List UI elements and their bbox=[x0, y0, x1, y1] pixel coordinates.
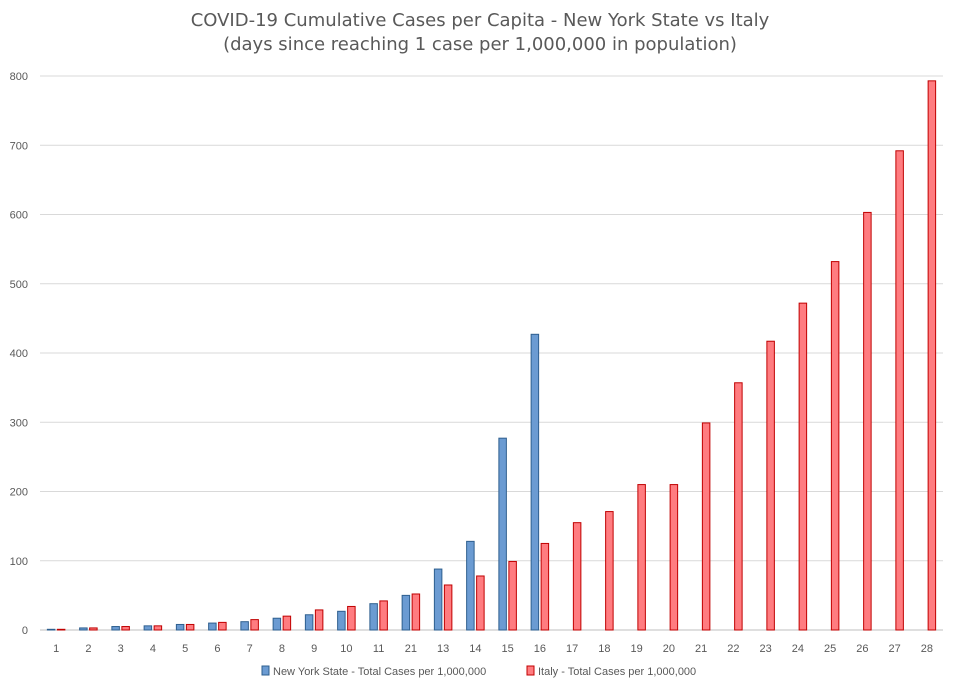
bar-italy bbox=[863, 211, 872, 631]
bar-ny bbox=[401, 594, 411, 631]
y-tick-label: 600 bbox=[10, 210, 28, 222]
x-tick-label: 21 bbox=[405, 643, 417, 655]
bar-italy bbox=[89, 627, 98, 631]
x-tick-label: 18 bbox=[598, 643, 610, 655]
legend-swatch bbox=[261, 665, 270, 676]
bar-ny bbox=[466, 540, 475, 631]
x-tick-label: 27 bbox=[889, 643, 901, 655]
x-tick-label: 16 bbox=[534, 643, 546, 655]
bar-ny bbox=[304, 614, 314, 631]
bar-ny bbox=[79, 627, 88, 631]
bar-ny bbox=[369, 603, 378, 631]
x-tick-label: 11 bbox=[373, 643, 384, 655]
bar-italy bbox=[56, 628, 66, 631]
bar-italy bbox=[411, 593, 421, 631]
bar-italy bbox=[153, 625, 163, 631]
bar-ny bbox=[498, 437, 507, 631]
y-tick-label: 400 bbox=[10, 348, 28, 360]
x-tick-label: 10 bbox=[340, 643, 352, 655]
y-tick-label: 100 bbox=[10, 556, 28, 568]
bar-italy bbox=[185, 623, 195, 631]
bar-italy bbox=[637, 484, 646, 631]
x-tick-label: 5 bbox=[182, 643, 188, 655]
bar-italy bbox=[895, 150, 904, 631]
x-tick-label: 15 bbox=[502, 643, 514, 655]
y-tick-label: 800 bbox=[10, 71, 28, 83]
chart-subtitle: (days since reaching 1 case per 1,000,00… bbox=[223, 34, 737, 55]
x-tick-label: 9 bbox=[311, 643, 317, 655]
bar-ny bbox=[433, 568, 443, 631]
x-tick-label: 13 bbox=[437, 643, 449, 655]
bar-italy bbox=[282, 615, 292, 631]
bar-italy bbox=[379, 600, 388, 631]
x-tick-label: 20 bbox=[663, 643, 675, 655]
bar-italy bbox=[798, 302, 808, 631]
x-tick-label: 28 bbox=[921, 643, 933, 655]
x-tick-label: 14 bbox=[469, 643, 481, 655]
x-tick-label: 3 bbox=[118, 643, 124, 655]
bar-italy bbox=[508, 560, 517, 631]
x-tick-label: 1 bbox=[53, 643, 59, 655]
x-tick-label: 6 bbox=[214, 643, 220, 655]
y-tick-label: 0 bbox=[22, 625, 28, 637]
bar-ny bbox=[337, 610, 346, 631]
bar-ny bbox=[46, 628, 56, 631]
legend-label: Italy - Total Cases per 1,000,000 bbox=[538, 666, 696, 678]
x-tick-label: 22 bbox=[727, 643, 739, 655]
y-tick-label: 700 bbox=[10, 140, 28, 152]
bar-ny bbox=[272, 617, 282, 631]
y-tick-label: 200 bbox=[10, 487, 28, 499]
x-tick-label: 25 bbox=[824, 643, 836, 655]
bar-italy bbox=[121, 626, 130, 631]
bar-ny bbox=[175, 623, 185, 631]
bar-italy bbox=[701, 422, 711, 631]
bar-italy bbox=[250, 619, 259, 631]
bar-italy bbox=[572, 522, 582, 631]
y-tick-label: 500 bbox=[10, 279, 28, 291]
bar-italy bbox=[476, 575, 485, 631]
bar-ny bbox=[240, 621, 249, 631]
x-tick-label: 2 bbox=[85, 643, 91, 655]
x-tick-label: 21 bbox=[695, 643, 707, 655]
bar-italy bbox=[734, 382, 743, 631]
legend-label: New York State - Total Cases per 1,000,0… bbox=[273, 666, 486, 678]
bar-ny bbox=[111, 626, 120, 631]
bar-italy bbox=[314, 609, 324, 631]
x-tick-label: 23 bbox=[760, 643, 772, 655]
bar-italy bbox=[218, 621, 227, 631]
x-tick-label: 8 bbox=[279, 643, 285, 655]
x-tick-label: 24 bbox=[792, 643, 804, 655]
legend-swatch bbox=[526, 665, 535, 676]
bar-ny bbox=[208, 622, 217, 631]
bar-ny bbox=[530, 333, 540, 631]
bar-italy bbox=[669, 484, 679, 631]
bar-italy bbox=[540, 542, 550, 631]
x-tick-label: 4 bbox=[150, 643, 156, 655]
bar-italy bbox=[443, 584, 453, 631]
bar-italy bbox=[347, 605, 356, 631]
chart-title: COVID-19 Cumulative Cases per Capita - N… bbox=[190, 10, 770, 31]
x-tick-label: 19 bbox=[631, 643, 643, 655]
x-tick-label: 26 bbox=[856, 643, 868, 655]
bar-ny bbox=[143, 625, 153, 631]
x-tick-label: 7 bbox=[247, 643, 253, 655]
x-tick-label: 17 bbox=[566, 643, 578, 655]
bar-italy bbox=[830, 261, 840, 631]
y-tick-label: 300 bbox=[10, 417, 28, 429]
bar-italy bbox=[605, 511, 614, 631]
bar-italy bbox=[927, 80, 937, 631]
bar-italy bbox=[766, 340, 775, 631]
